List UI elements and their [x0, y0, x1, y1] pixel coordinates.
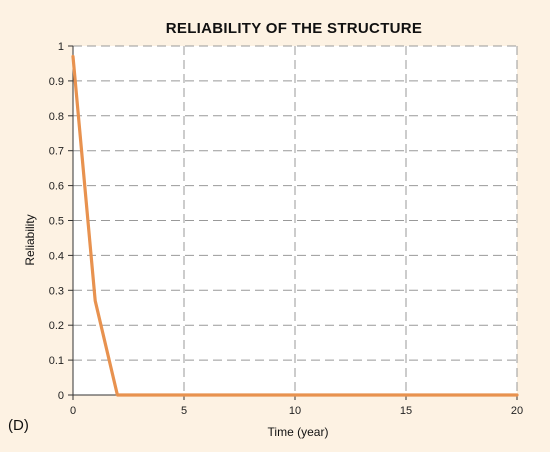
series-layer [71, 54, 519, 397]
x-tick-label-2: 10 [289, 405, 301, 417]
x-tick-label-3: 15 [400, 405, 412, 417]
y-tick-label-7: 0.7 [49, 146, 64, 158]
x-tick-label-4: 20 [511, 405, 523, 417]
y-tick-label-5: 0.5 [49, 216, 64, 228]
x-tick-label-1: 5 [181, 405, 187, 417]
x-tick-label-0: 0 [70, 405, 76, 417]
y-tick-label-4: 0.4 [49, 250, 64, 262]
y-tick-label-9: 0.9 [49, 76, 64, 88]
y-tick-labels: 0 0.1 0.2 0.3 0.4 0.5 0.6 0.7 0.8 0.9 1 [49, 41, 64, 402]
chart-title: RELIABILITY OF THE STRUCTURE [166, 20, 422, 37]
y-tick-label-0: 0 [58, 390, 64, 402]
reliability-series-line-0 [71, 54, 519, 397]
y-tick-label-3: 0.3 [49, 285, 64, 297]
x-tick-labels: 0 5 10 15 20 [70, 405, 523, 417]
y-tick-label-1: 0.1 [49, 355, 64, 367]
y-tick-label-8: 0.8 [49, 111, 64, 123]
x-axis-label: Time (year) [268, 425, 329, 439]
y-tick-label-10: 1 [58, 41, 64, 53]
grid-lines [73, 45, 518, 395]
panel-label: (D) [8, 417, 29, 434]
y-tick-label-2: 0.2 [49, 320, 64, 332]
y-tick-label-6: 0.6 [49, 181, 64, 193]
y-axis-label: Reliability [23, 214, 37, 265]
